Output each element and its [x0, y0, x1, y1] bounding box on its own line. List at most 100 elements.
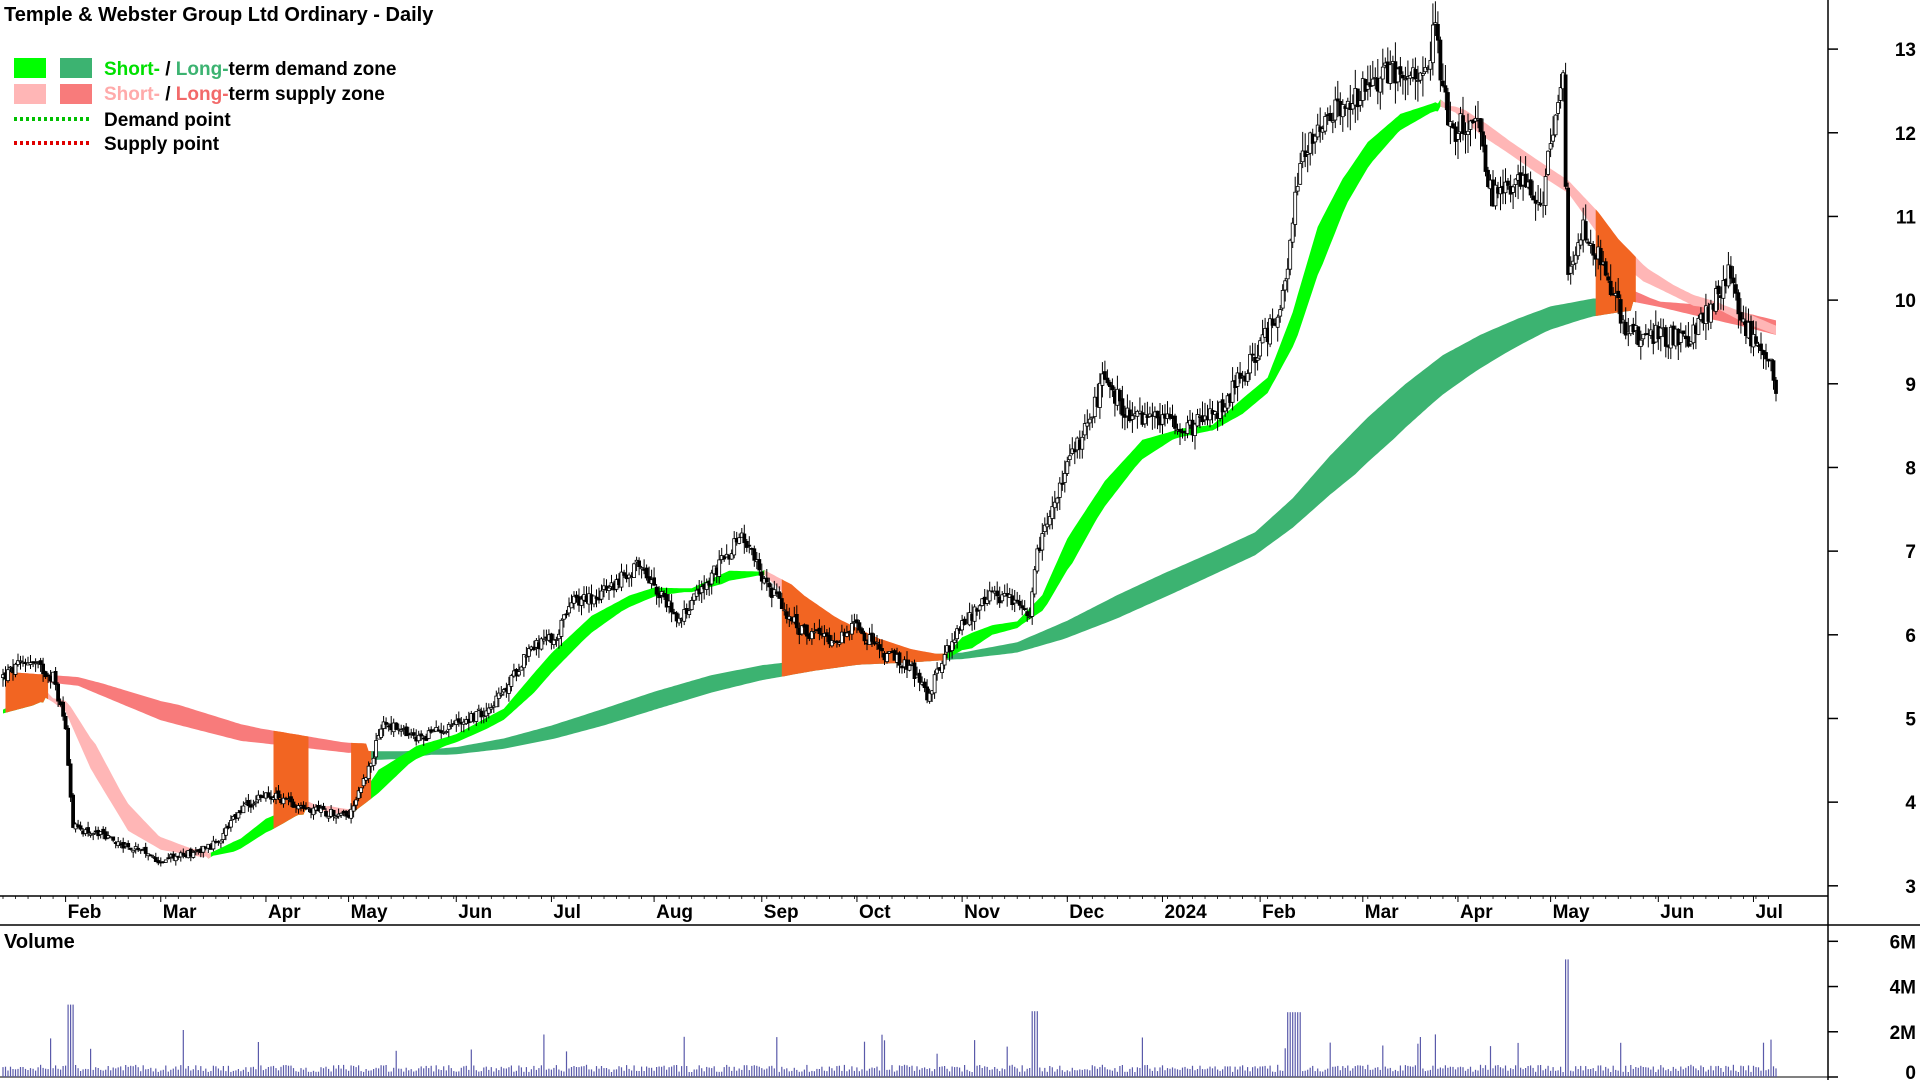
candle-body — [426, 730, 431, 739]
candle-body — [1047, 516, 1052, 526]
month-tick-label: Jun — [1660, 902, 1694, 923]
candle-body — [1055, 497, 1060, 504]
candle-body — [972, 606, 977, 622]
candle-body — [1598, 247, 1603, 266]
candle-body — [599, 590, 604, 600]
candle-body — [71, 794, 75, 828]
candle-body — [1618, 299, 1623, 324]
candle-body — [1461, 115, 1465, 134]
candle-body — [404, 726, 409, 737]
candle-body — [644, 567, 649, 579]
volume-tick-label: 0 — [1905, 1063, 1916, 1080]
candle-body — [1678, 332, 1683, 343]
candle-body — [1035, 548, 1040, 572]
candle-body — [1230, 380, 1235, 403]
candle-body — [897, 652, 902, 666]
candle-body — [860, 628, 864, 634]
candle-body — [622, 572, 626, 576]
candle-body — [759, 571, 764, 582]
candle-body — [817, 627, 822, 635]
candle-body — [1413, 69, 1418, 80]
candle-body — [594, 596, 599, 599]
candle-body — [1108, 381, 1112, 387]
candle-body — [674, 612, 679, 622]
candle-body — [1681, 330, 1686, 335]
candle-body — [995, 590, 1000, 597]
candle-body — [324, 810, 328, 817]
candle-body — [1050, 506, 1055, 519]
candle-body — [1528, 179, 1533, 196]
candle-body — [1721, 279, 1726, 299]
candle-body — [1072, 449, 1077, 453]
candle-body — [687, 610, 692, 616]
candle-body — [737, 537, 742, 544]
short-term-supply-zone — [1440, 99, 1776, 335]
candle-body — [1130, 415, 1135, 420]
volume-bars — [2, 959, 1777, 1077]
candle-body — [1416, 80, 1420, 82]
candle-body — [253, 801, 258, 804]
month-tick-label: Nov — [964, 902, 1000, 923]
candle-body — [669, 602, 674, 613]
candle-body — [1290, 222, 1295, 243]
candle-body — [1015, 599, 1020, 602]
candle-body — [850, 623, 854, 635]
candle-body — [1017, 600, 1022, 606]
candle-body — [1000, 594, 1005, 602]
candle-body — [717, 559, 722, 577]
candle-body — [1716, 285, 1721, 295]
candle-body — [1736, 292, 1741, 315]
candle-body — [56, 683, 60, 702]
candle-body — [1022, 608, 1027, 611]
candle-body — [1085, 422, 1090, 427]
candle-body — [1511, 186, 1515, 193]
candle-body — [1573, 254, 1578, 264]
candle-body — [794, 614, 799, 629]
candle-body — [1105, 377, 1110, 384]
month-tick-label: Jun — [458, 902, 492, 923]
candle-body — [1178, 428, 1182, 432]
candle-body — [131, 849, 136, 853]
price-tick-label: 5 — [1905, 709, 1916, 730]
candle-body — [855, 619, 859, 624]
candle-body — [985, 598, 990, 604]
short-term-supply-zone — [45, 690, 211, 859]
candle-body — [827, 634, 832, 645]
candle-body — [506, 684, 511, 694]
candle-body — [1553, 114, 1558, 136]
candle-body — [111, 836, 116, 841]
candle-body — [1418, 72, 1423, 81]
candle-body — [777, 591, 782, 599]
candle-body — [33, 662, 38, 665]
candle-body — [1330, 120, 1335, 123]
candle-body — [1421, 73, 1425, 76]
price-tick-label: 4 — [1905, 793, 1916, 814]
candle-body — [1536, 201, 1540, 205]
legend-long-demand-swatch — [60, 58, 92, 78]
candle-body — [1754, 336, 1758, 344]
long-term-demand-zone — [368, 290, 1636, 761]
candle-body — [932, 674, 937, 694]
candle-body — [1087, 418, 1092, 424]
candle-body — [1248, 353, 1252, 374]
candle-body — [66, 727, 70, 766]
conflicting-zone — [5, 671, 49, 713]
candle-body — [133, 846, 138, 850]
candle-body — [1173, 415, 1177, 429]
candle-body — [1739, 312, 1743, 321]
candle-body — [1223, 406, 1227, 412]
candle-body — [1118, 389, 1122, 402]
month-tick-label: 2024 — [1164, 902, 1207, 923]
candle-body — [16, 660, 20, 665]
candle-body — [950, 641, 954, 652]
candle-body — [1556, 102, 1560, 114]
candle-body — [692, 593, 697, 601]
candle-body — [479, 710, 484, 718]
candle-body — [1090, 416, 1095, 419]
legend: Short- / Long-term demand zone Short- / … — [14, 58, 396, 155]
price-tick-label: 9 — [1905, 375, 1916, 396]
candle-body — [857, 622, 862, 631]
candle-body — [1486, 169, 1490, 188]
volume-tick-label: 2M — [1890, 1023, 1916, 1044]
chart-title: Temple & Webster Group Ltd Ordinary - Da… — [4, 4, 434, 26]
